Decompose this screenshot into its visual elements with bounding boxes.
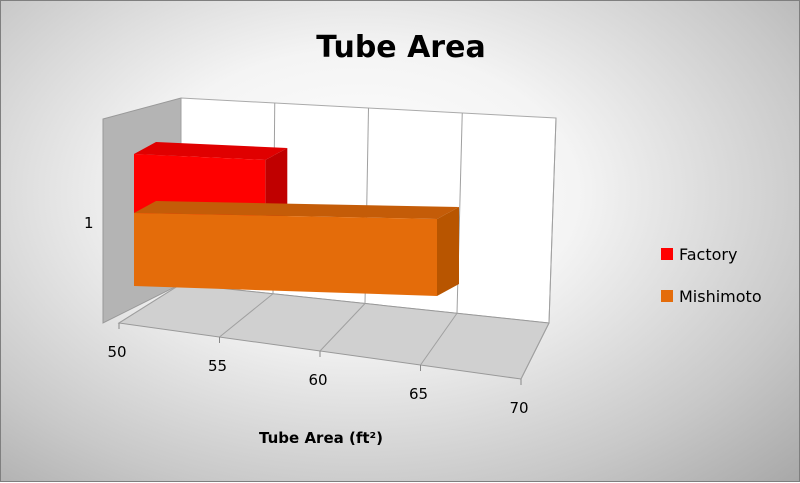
x-tick-label: 65 [409,385,428,403]
floor-gridline [520,322,550,380]
legend-label-mishimoto: Mishimoto [679,287,762,306]
x-tick-label: 60 [308,371,327,389]
category-label: 1 [84,214,94,232]
bar-mishimoto [134,213,437,296]
floor-gridline [118,283,182,324]
x-axis-title: Tube Area (ft²) [259,429,383,447]
legend: Factory Mishimoto [661,245,762,306]
floor-gridline [219,293,274,338]
legend-swatch-mishimoto [661,290,673,302]
wall-gridline [548,117,557,324]
x-tick-label: 55 [208,357,227,375]
legend-swatch-factory [661,248,673,260]
bar-top-factory [134,142,288,160]
chart-title: Tube Area [316,30,485,65]
floor-gridline [319,303,366,352]
x-tick-label: 70 [509,399,528,417]
floor-gridline [420,312,458,366]
bar-side-mishimoto [437,207,459,296]
bar-top-mishimoto [134,201,459,219]
x-tick-label: 50 [107,343,126,361]
legend-label-factory: Factory [679,245,737,264]
